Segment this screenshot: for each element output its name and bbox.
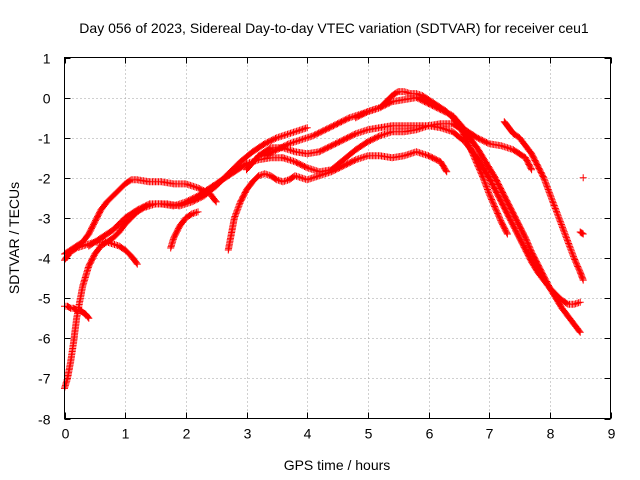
y-tick-label: -6 [38, 331, 51, 347]
x-tick-label: 9 [608, 426, 616, 442]
y-tick-labels: 1 0 -1 -2 -3 -4 -5 -6 -7 -8 [38, 51, 51, 428]
series-track-13 [576, 228, 587, 238]
series-track-14 [579, 174, 587, 182]
y-tick-label: -2 [38, 171, 51, 187]
x-axis-label: GPS time / hours [284, 457, 391, 473]
series-markers [579, 174, 587, 182]
y-tick-label: -3 [38, 211, 51, 227]
series-track-11 [352, 94, 536, 174]
x-tick-label: 6 [426, 426, 434, 442]
x-tick-label: 4 [304, 426, 312, 442]
y-tick-label: -1 [38, 131, 51, 147]
y-tick-label: -5 [38, 291, 51, 307]
series-markers [61, 238, 141, 268]
x-tick-labels: 0 1 2 3 4 5 6 7 8 9 [62, 426, 616, 442]
y-tick-label: 0 [43, 91, 51, 107]
series-markers [167, 208, 202, 252]
series-track-12 [500, 118, 587, 284]
x-tick-label: 5 [365, 426, 373, 442]
chart-title: Day 056 of 2023, Sidereal Day-to-day VTE… [79, 20, 589, 36]
series-track-6 [167, 208, 202, 252]
y-tick-label: -7 [38, 371, 51, 387]
series-markers [352, 94, 536, 174]
x-tick-label: 7 [486, 426, 494, 442]
x-tick-label: 1 [122, 426, 130, 442]
series-markers [576, 228, 587, 238]
series-markers [500, 118, 587, 284]
x-tick-label: 2 [183, 426, 191, 442]
y-tick-label: -8 [38, 412, 51, 428]
plot-frame [64, 57, 611, 419]
x-tick-label: 0 [62, 426, 70, 442]
x-tick-label: 3 [244, 426, 252, 442]
y-axis-label: SDTVAR / TECUs [6, 182, 22, 294]
x-tick-label: 8 [547, 426, 555, 442]
y-tick-label: -4 [38, 251, 51, 267]
grid-lines [64, 57, 611, 419]
y-tick-label: 1 [43, 51, 51, 67]
data-series [61, 88, 587, 392]
axis-ticks [64, 57, 612, 420]
series-track-3 [61, 238, 141, 268]
